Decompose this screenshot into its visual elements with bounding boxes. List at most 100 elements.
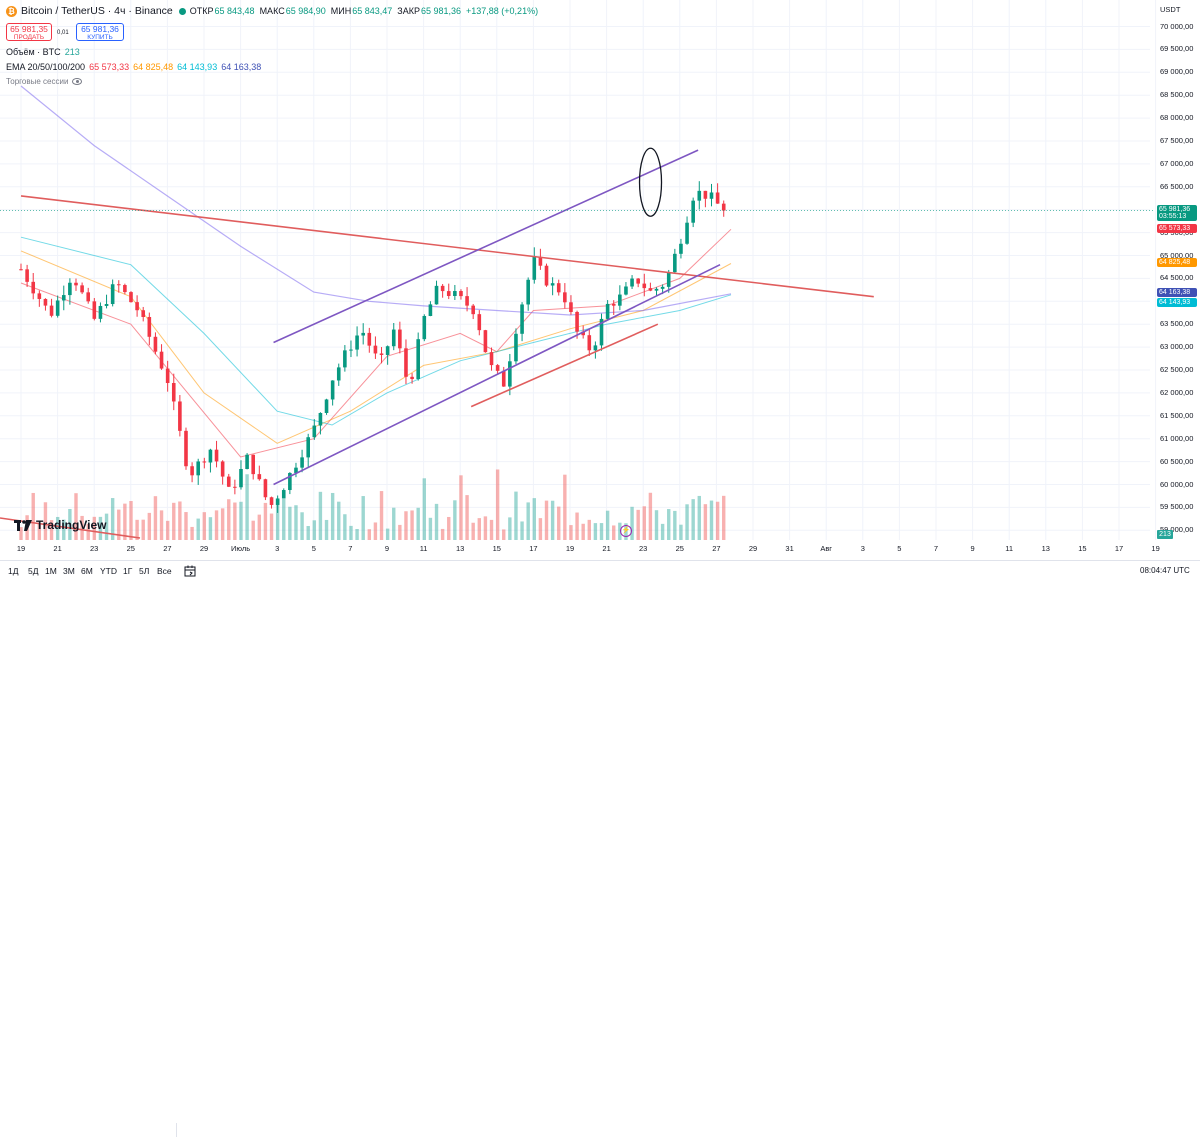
ema100-value: 64 143,93 [177,62,218,72]
market-open-dot-icon [178,7,186,15]
time-tick-label: Авг [820,544,833,553]
timeframe-5y[interactable]: 5Л [139,566,150,576]
volume-bar [288,506,292,540]
ohlc-close-value: 65 981,36 [420,6,462,16]
volume-bar [495,469,500,540]
chart-area[interactable]: ₿ Bitcoin / TetherUS · 4ч · Binance ОТКР… [0,0,1200,581]
candle-body [361,332,365,336]
candle-body [55,300,60,316]
volume-bar [178,501,182,540]
volume-bar [135,519,139,540]
volume-bar [618,522,622,540]
time-tick-label: 23 [90,544,99,553]
time-tick-label: 17 [529,544,538,553]
volume-bar [557,506,561,540]
timeframe-all[interactable]: Все [157,566,172,576]
price-chart[interactable] [0,0,1200,581]
volume-bar [227,499,231,540]
time-tick-label: 21 [602,544,611,553]
candle-body [410,376,414,380]
candle-body [514,333,518,362]
time-tick-label: 29 [199,544,209,553]
utc-clock[interactable]: 08:04:47 UTC [1140,566,1190,575]
volume-bar [471,522,475,540]
symbol-title[interactable]: Bitcoin / TetherUS · 4ч · Binance [21,5,173,17]
candle-body [43,298,48,306]
time-tick-label: 5 [311,544,316,553]
candle-body [471,305,475,315]
volume-bar [722,495,726,540]
time-tick-label: 17 [1114,544,1124,553]
time-tick-label: 15 [1078,544,1087,553]
trendline-3 [273,263,721,486]
volume-bar [385,528,390,540]
candle-body [92,301,97,319]
ema-legend[interactable]: EMA 20/50/100/200 65 573,33 64 825,48 64… [6,62,265,72]
candle-body [336,367,341,381]
tradingview-logo-text: TradingView [36,518,107,532]
candle-body [263,479,268,498]
volume-bar [477,518,481,540]
currency-label[interactable]: USDT [1160,5,1181,14]
timeframe-6m[interactable]: 6М [81,566,93,576]
volume-bar [312,520,317,540]
volume-legend-label: Объём · BTC [6,47,61,57]
timeframe-5d[interactable]: 5Д [28,566,39,576]
symbol-legend[interactable]: ₿ Bitcoin / TetherUS · 4ч · Binance ОТКР… [6,5,543,17]
candle-body [349,349,353,351]
volume-bar [324,519,329,540]
ema-line-1 [20,228,732,458]
candle-body [355,335,359,350]
time-tick-label: 19 [1151,544,1160,553]
timeframe-3m[interactable]: 3М [63,566,75,576]
candle-body [660,286,665,289]
candle-body [715,192,720,204]
price-tick-label: 59 000,00 [1160,525,1194,535]
volume-bar [685,504,689,540]
buy-button[interactable]: 65 981,36 КУПИТЬ [76,23,124,41]
volume-bar [526,502,530,540]
volume-bar [318,491,323,540]
buy-price: 65 981,36 [81,24,119,34]
volume-bar [697,495,701,540]
visibility-eye-icon[interactable] [72,78,83,85]
time-tick-label: 11 [1005,544,1014,553]
volume-bar [49,520,54,540]
volume-bar [440,528,445,540]
volume-bar [361,496,365,540]
candle-body [98,305,103,319]
candle-body [697,190,702,201]
timeframe-ytd[interactable]: YTD [100,566,117,576]
ema50-price-badge: 64 825,48 [1157,258,1197,267]
candle-body [581,331,585,336]
price-tick-label: 69 500,00 [1160,44,1194,54]
candle-body [508,361,512,387]
ema100-price-badge: 64 143,93 [1157,298,1197,307]
volume-bar [282,498,286,540]
lightning-icon[interactable]: ⚡ [620,525,632,537]
date-range-calendar-icon[interactable] [184,565,196,577]
timeframe-1y[interactable]: 1Г [123,566,133,576]
volume-bar [630,506,634,540]
candle-body [208,449,213,463]
volume-bar [514,491,518,540]
candle-body [31,281,36,294]
price-tick-label: 67 000,00 [1160,158,1194,168]
candle-body [214,449,219,462]
volume-bar [233,502,237,540]
ema200-price-badge: 64 163,38 [1157,288,1197,297]
ohlc-change-value: +137,88 (+0,21%) [466,6,539,16]
volume-bar [190,526,194,540]
ema-line-4 [20,85,732,316]
time-tick-label: 27 [163,544,172,553]
sell-button[interactable]: 65 981,35 ПРОДАТЬ [6,23,52,41]
timeframe-1m[interactable]: 1М [45,566,57,576]
tradingview-logo[interactable]: TradingView [14,518,106,532]
volume-bar [74,493,78,540]
sessions-legend[interactable]: Торговые сессии [6,77,83,86]
volume-bar [654,510,659,540]
candle-body [220,461,225,477]
timeframe-1d[interactable]: 1Д [8,566,19,576]
volume-legend[interactable]: Объём · BTC 213 [6,47,80,57]
candle-body [147,316,152,337]
